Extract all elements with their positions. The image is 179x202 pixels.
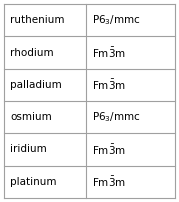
Text: ruthenium: ruthenium: [10, 15, 64, 25]
Text: iridium: iridium: [10, 144, 47, 155]
Text: $\mathregular{Fm\bar{3}m}$: $\mathregular{Fm\bar{3}m}$: [92, 142, 126, 157]
Text: $\mathregular{P6_3/mmc}$: $\mathregular{P6_3/mmc}$: [92, 110, 141, 124]
Text: $\mathregular{Fm\bar{3}m}$: $\mathregular{Fm\bar{3}m}$: [92, 175, 126, 189]
Text: $\mathregular{Fm\bar{3}m}$: $\mathregular{Fm\bar{3}m}$: [92, 78, 126, 92]
Text: $\mathregular{Fm\bar{3}m}$: $\mathregular{Fm\bar{3}m}$: [92, 45, 126, 60]
Text: rhodium: rhodium: [10, 47, 54, 58]
Text: palladium: palladium: [10, 80, 62, 90]
Text: platinum: platinum: [10, 177, 57, 187]
Text: osmium: osmium: [10, 112, 52, 122]
Text: $\mathregular{P6_3/mmc}$: $\mathregular{P6_3/mmc}$: [92, 13, 141, 27]
